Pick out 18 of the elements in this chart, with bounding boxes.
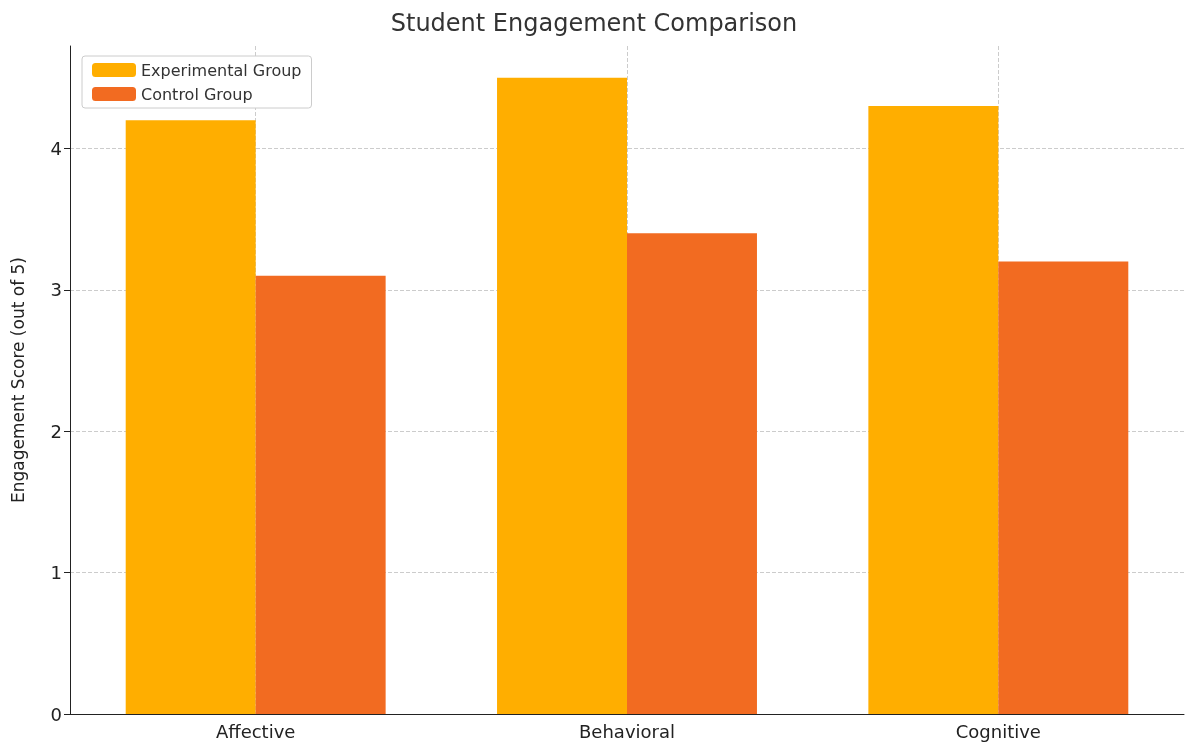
- x-tick-label: Cognitive: [955, 720, 1041, 742]
- chart-title: Student Engagement Comparison: [390, 9, 798, 37]
- bar: [627, 233, 757, 714]
- y-tick-label: 2: [50, 420, 62, 442]
- bar: [255, 275, 386, 714]
- bar: [868, 106, 999, 714]
- y-tick-label: 0: [50, 703, 62, 725]
- bar: [125, 120, 256, 714]
- y-axis-title: Engagement Score (out of 5): [7, 257, 28, 503]
- y-tick-label: 3: [50, 279, 62, 301]
- y-tick-label: 1: [50, 562, 62, 584]
- legend-label: Control Group: [141, 84, 253, 104]
- legend-label: Experimental Group: [141, 60, 302, 80]
- bar: [998, 261, 1129, 714]
- x-tick-label: Behavioral: [579, 720, 675, 742]
- x-tick-label: Affective: [215, 720, 296, 742]
- bar: [497, 77, 627, 714]
- y-tick-label: 4: [50, 138, 62, 159]
